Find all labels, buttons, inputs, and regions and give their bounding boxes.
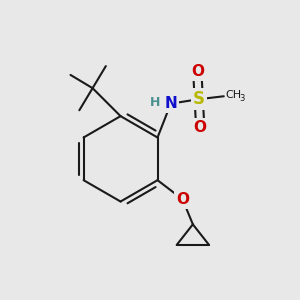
Text: O: O (176, 192, 189, 207)
Text: O: O (191, 64, 204, 79)
Text: H: H (149, 96, 160, 109)
Text: O: O (194, 120, 207, 135)
Text: 3: 3 (239, 94, 244, 103)
Text: S: S (193, 90, 205, 108)
Text: CH: CH (225, 90, 242, 100)
Text: N: N (164, 96, 177, 111)
